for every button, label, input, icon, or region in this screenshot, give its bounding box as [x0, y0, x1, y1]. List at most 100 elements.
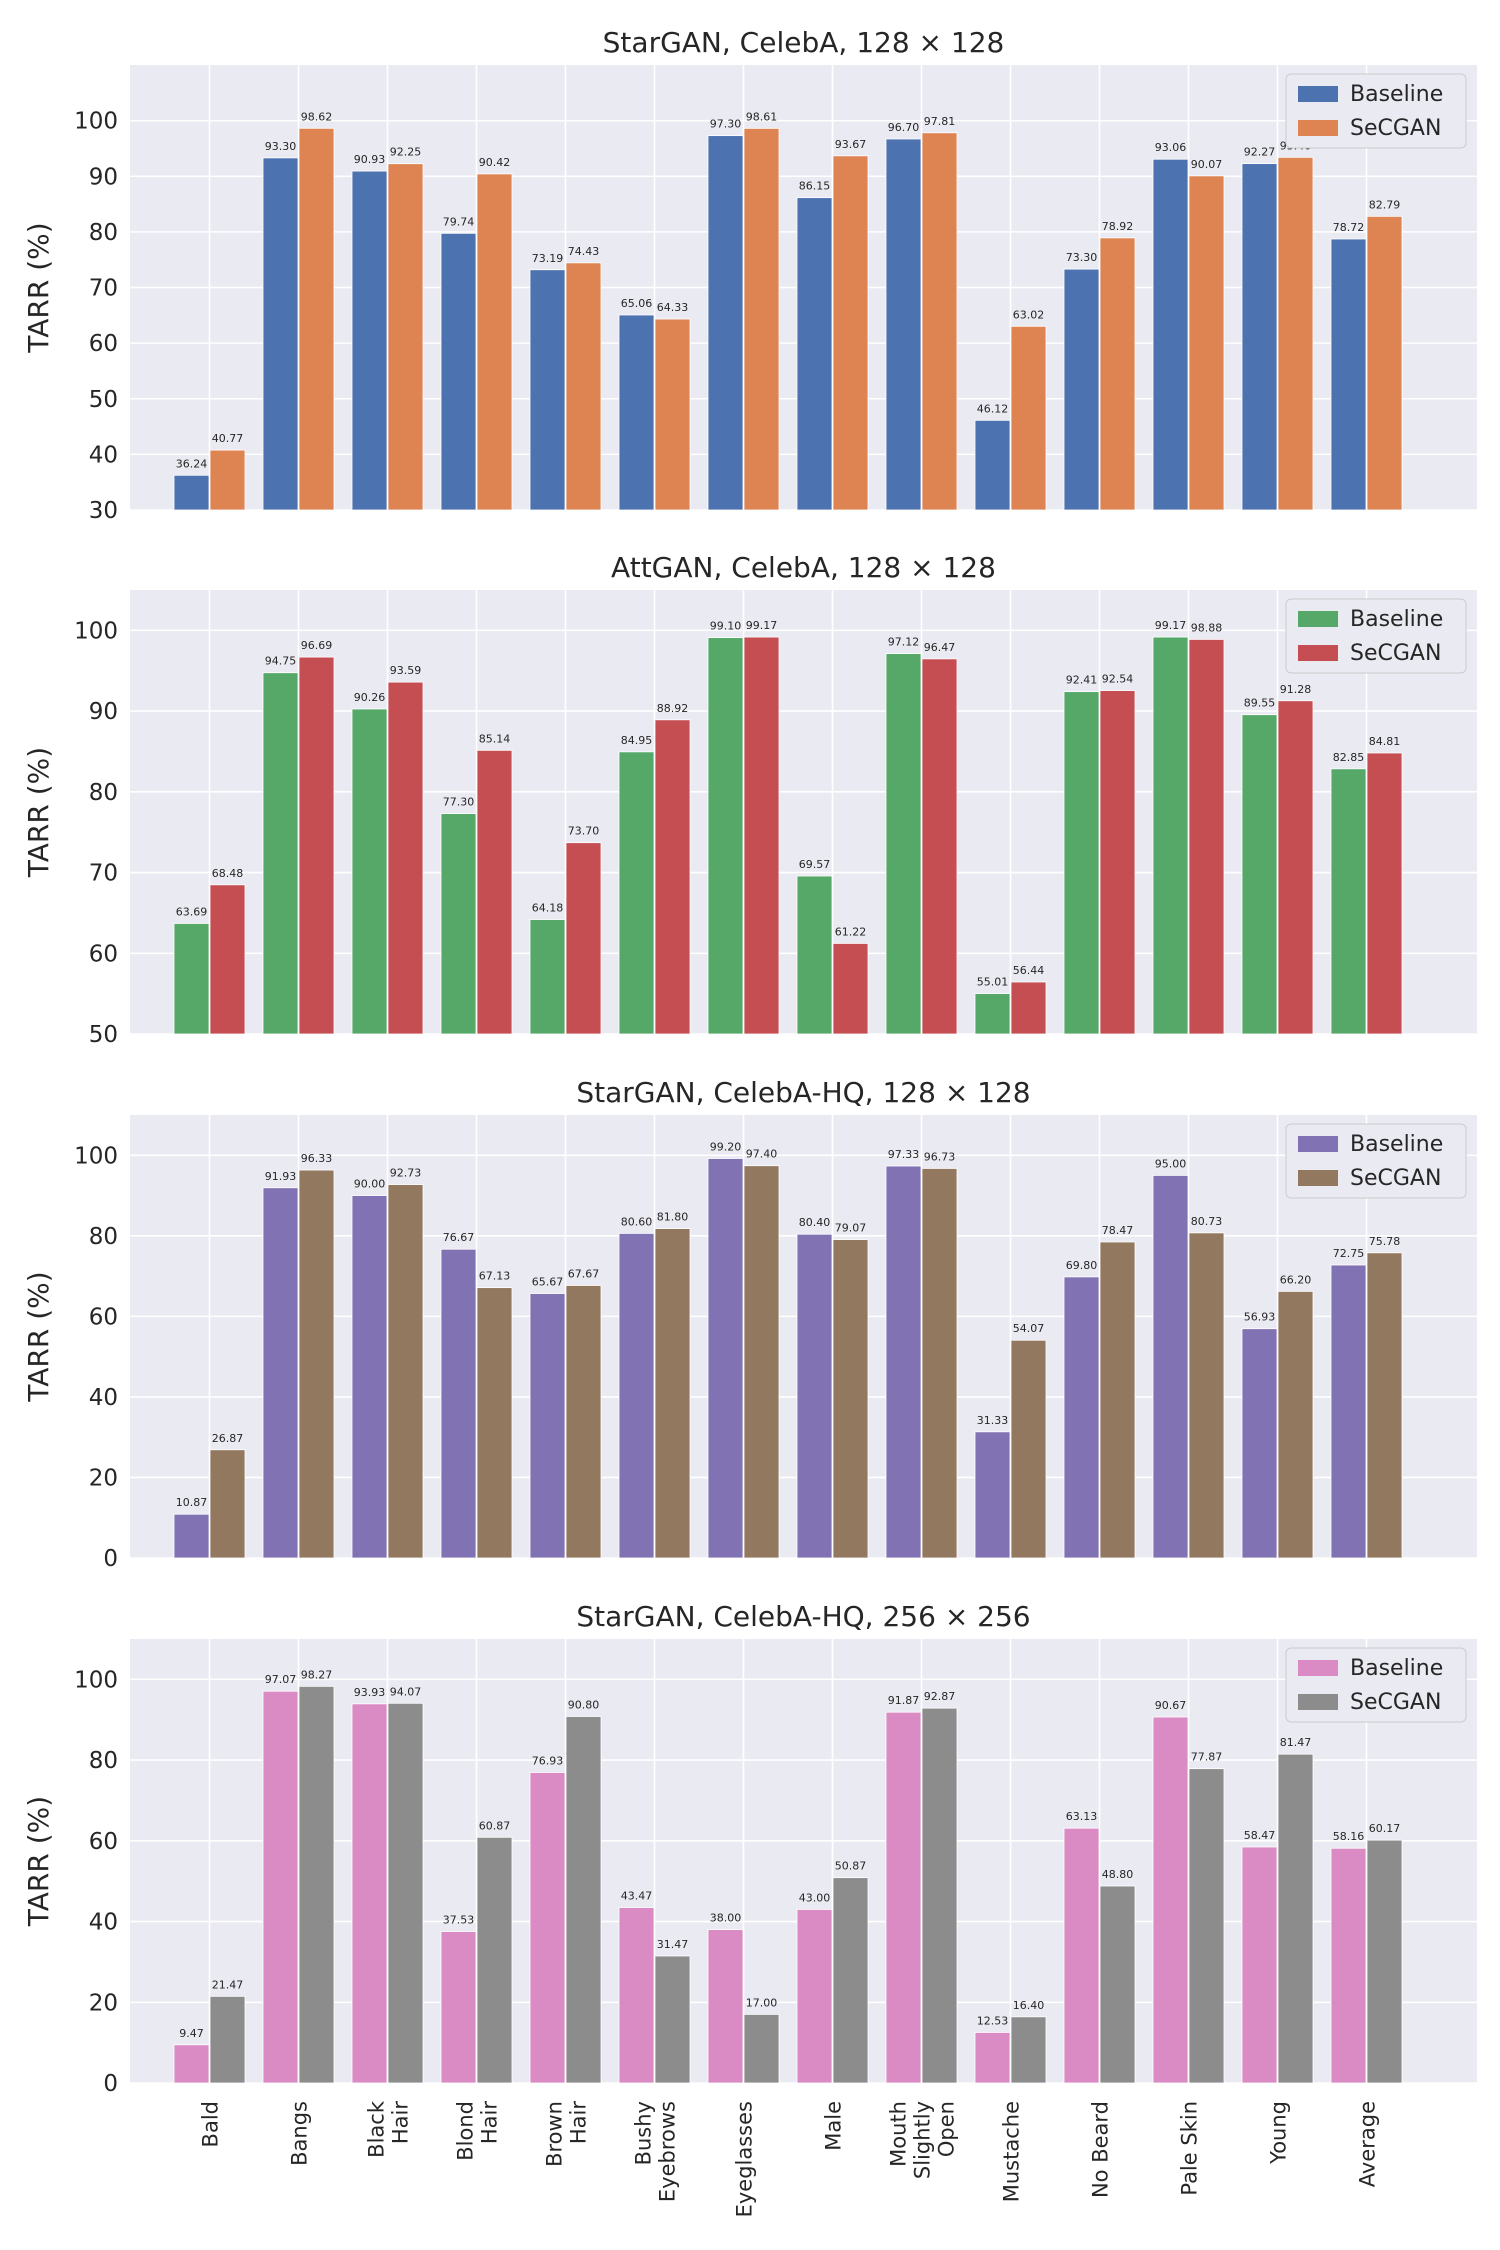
data-label: 82.79	[1369, 198, 1401, 211]
data-label: 95.00	[1155, 1157, 1187, 1170]
bar-secgan	[476, 1287, 513, 1559]
x-tick-label: Young	[1267, 2101, 1291, 2165]
data-label: 12.53	[977, 2014, 1009, 2027]
legend-label-secgan: SeCGAN	[1350, 1690, 1441, 1715]
legend: Baseline SeCGAN	[1285, 1647, 1467, 1723]
data-label: 90.67	[1155, 1699, 1187, 1712]
data-label: 48.80	[1102, 1868, 1134, 1881]
bar-baseline	[1241, 1328, 1278, 1559]
bar-secgan	[654, 1955, 691, 2084]
y-tick-label: 100	[74, 618, 118, 644]
bar-secgan	[298, 127, 335, 511]
bar-secgan	[1277, 156, 1314, 511]
chart-title: StarGAN, CelebA-HQ, 256 × 256	[576, 1600, 1030, 1633]
bar-baseline	[707, 135, 744, 511]
data-label: 46.12	[977, 402, 1009, 415]
legend-label-baseline: Baseline	[1350, 607, 1443, 632]
bar-baseline	[1330, 1264, 1367, 1559]
data-label: 78.92	[1102, 220, 1134, 233]
chart-title: StarGAN, CelebA, 128 × 128	[603, 26, 1005, 59]
chart-panel-3: 0 20 40 60 80 100 10.87 91.93 90.00 76.67 65.67 80.…	[22, 1076, 1477, 1572]
data-label: 64.18	[532, 902, 564, 915]
legend-swatch-secgan	[1298, 1170, 1338, 1186]
legend-label-secgan: SeCGAN	[1350, 116, 1441, 141]
y-tick-label: 0	[103, 1546, 118, 1572]
legend: Baseline SeCGAN	[1285, 598, 1467, 674]
y-tick-label: 20	[89, 1990, 118, 2016]
chart-title: AttGAN, CelebA, 128 × 128	[611, 551, 996, 584]
bar-baseline	[885, 1711, 922, 2084]
data-label: 54.07	[1013, 1322, 1045, 1335]
bar-baseline	[529, 919, 566, 1035]
bar-secgan	[1277, 1753, 1314, 2084]
data-label: 97.12	[888, 636, 920, 649]
chart-panel-1: 30 40 50 60 70 80 90 100 36.24 93.30 90.93 79.74 73.…	[22, 26, 1477, 524]
data-label: 75.78	[1369, 1235, 1401, 1248]
data-label: 76.67	[443, 1231, 475, 1244]
data-label: 67.13	[479, 1270, 511, 1283]
bar-secgan	[565, 1716, 602, 2084]
data-label: 97.81	[924, 115, 956, 128]
bar-baseline	[440, 813, 477, 1035]
data-label: 31.47	[657, 1938, 689, 1951]
bar-baseline	[974, 1431, 1011, 1559]
y-tick-label: 60	[89, 331, 118, 357]
bar-baseline	[529, 1293, 566, 1559]
data-label: 10.87	[176, 1496, 208, 1509]
legend-label-secgan: SeCGAN	[1350, 1166, 1441, 1191]
data-label: 97.40	[746, 1148, 778, 1161]
bar-secgan	[209, 884, 246, 1035]
bar-secgan	[387, 163, 424, 511]
data-label: 63.02	[1013, 308, 1045, 321]
x-tick-label: Mustache	[1000, 2101, 1024, 2202]
data-label: 64.33	[657, 301, 689, 314]
data-label: 90.00	[354, 1178, 386, 1191]
data-label: 43.47	[621, 1890, 653, 1903]
data-label: 96.69	[301, 639, 333, 652]
bar-secgan	[476, 749, 513, 1035]
data-label: 80.73	[1191, 1215, 1223, 1228]
y-tick-label: 100	[74, 1667, 118, 1693]
bar-secgan	[921, 1168, 958, 1559]
data-label: 58.47	[1244, 1829, 1276, 1842]
bar-baseline	[1241, 1846, 1278, 2084]
bar-baseline	[796, 875, 833, 1035]
bar-secgan	[209, 449, 246, 511]
data-label: 99.10	[710, 620, 742, 633]
bar-baseline	[618, 751, 655, 1035]
data-label: 99.20	[710, 1140, 742, 1153]
data-label: 92.25	[390, 146, 422, 159]
legend-swatch-secgan	[1298, 1694, 1338, 1710]
y-axis-label: TARR (%)	[22, 1796, 55, 1927]
data-label: 93.59	[390, 664, 422, 677]
bar-baseline	[1330, 238, 1367, 511]
bar-baseline	[173, 474, 210, 511]
chart-title: StarGAN, CelebA-HQ, 128 × 128	[576, 1076, 1030, 1109]
bar-secgan	[476, 173, 513, 511]
data-label: 91.93	[265, 1170, 297, 1183]
y-tick-label: 20	[89, 1465, 118, 1491]
bar-baseline	[1063, 691, 1100, 1035]
data-label: 80.40	[799, 1216, 831, 1229]
data-label: 96.73	[924, 1150, 956, 1163]
data-label: 88.92	[657, 702, 689, 715]
bar-secgan	[921, 658, 958, 1035]
bar-secgan	[1277, 1290, 1314, 1559]
data-label: 97.33	[888, 1148, 920, 1161]
data-label: 65.67	[532, 1276, 564, 1289]
x-tick-label: Hair	[567, 2101, 591, 2144]
data-label: 21.47	[212, 1978, 244, 1991]
bar-baseline	[885, 653, 922, 1035]
data-label: 98.61	[746, 110, 778, 123]
data-label: 96.33	[301, 1152, 333, 1165]
data-label: 38.00	[710, 1912, 742, 1925]
bar-baseline	[1241, 714, 1278, 1035]
y-tick-label: 80	[89, 220, 118, 246]
bar-secgan	[743, 636, 780, 1035]
data-label: 36.24	[176, 457, 208, 470]
bar-secgan	[832, 1877, 869, 2084]
data-label: 16.40	[1013, 1999, 1045, 2012]
bar-baseline	[173, 1513, 210, 1559]
data-label: 26.87	[212, 1432, 244, 1445]
bar-baseline	[974, 2032, 1011, 2084]
